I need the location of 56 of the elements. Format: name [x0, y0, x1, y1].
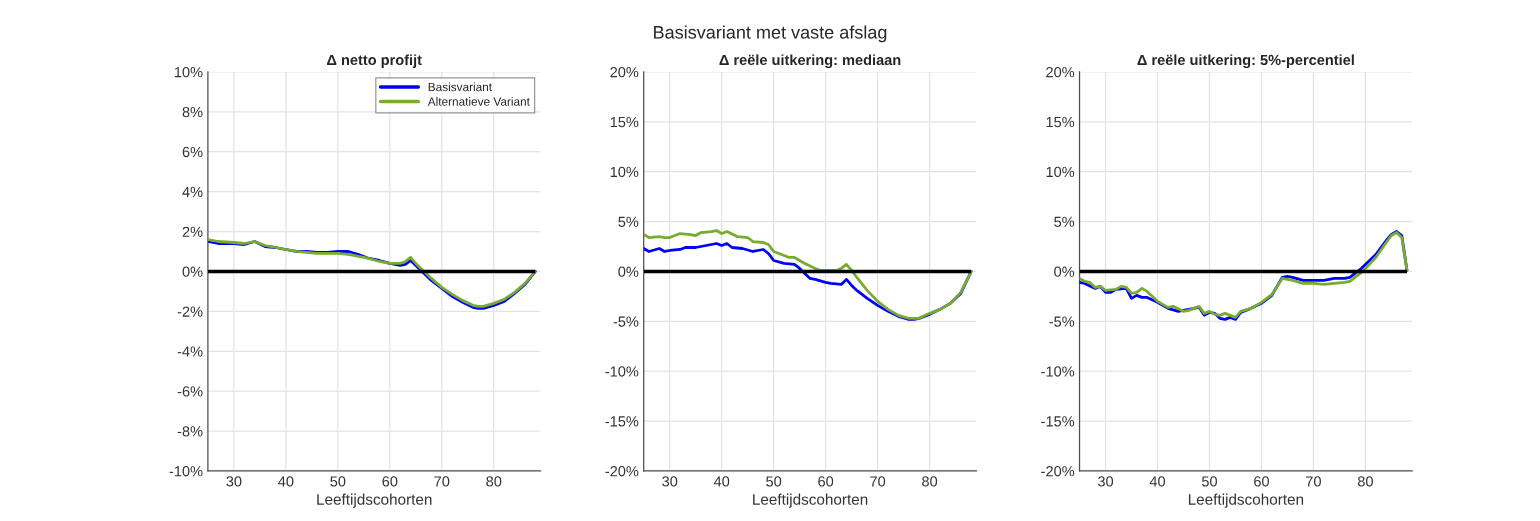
y-tick-label: 6% — [182, 146, 203, 158]
y-tick-label: 5% — [618, 216, 639, 227]
y-tick-label: -5% — [613, 316, 639, 327]
chart-title: Δ netto profijt — [327, 54, 422, 68]
y-tick-label: 0% — [1054, 266, 1075, 277]
x-tick-label: 40 — [278, 476, 294, 487]
legend-label: Basisvariant — [428, 82, 492, 92]
y-tick-label: 10% — [610, 166, 639, 178]
x-tick-label: 60 — [1254, 476, 1269, 487]
y-tick-label: 2% — [182, 226, 203, 237]
x-tick-label: 30 — [1097, 476, 1114, 487]
x-axis-title: Leeftijdscohorten — [753, 493, 868, 508]
x-axis-title: Leeftijdscohorten — [317, 493, 432, 508]
x-tick-label: 70 — [434, 476, 450, 487]
y-tick-label: 4% — [182, 186, 203, 197]
y-tick-label: -10% — [605, 366, 639, 377]
y-tick-label: -15% — [1041, 416, 1075, 427]
y-tick-label: -5% — [1049, 316, 1075, 327]
y-tick-label: 20% — [1046, 67, 1075, 78]
y-tick-label: -10% — [1041, 366, 1075, 377]
x-tick-label: 50 — [330, 476, 346, 487]
x-tick-label: 50 — [766, 476, 782, 487]
x-tick-label: 80 — [1357, 476, 1373, 487]
x-tick-label: 80 — [922, 476, 938, 487]
x-tick-label: 70 — [870, 476, 886, 487]
y-tick-label: -20% — [605, 466, 639, 477]
y-tick-label: -2% — [177, 306, 203, 317]
y-tick-label: 10% — [1046, 166, 1075, 178]
y-tick-label: -15% — [605, 416, 639, 427]
x-tick-label: 30 — [662, 476, 678, 487]
y-tick-label: 8% — [182, 106, 203, 118]
x-tick-label: 60 — [818, 476, 834, 487]
y-tick-label: -10% — [169, 466, 203, 477]
chart-title: Δ reële uitkering: mediaan — [719, 54, 901, 69]
x-tick-label: 80 — [486, 476, 502, 487]
y-tick-label: 10% — [174, 67, 203, 78]
y-tick-label: 15% — [1046, 116, 1075, 128]
chart-title: Δ reële uitkering: 5%-percentiel — [1137, 54, 1354, 69]
y-tick-label: -8% — [177, 426, 203, 437]
x-tick-label: 50 — [1201, 476, 1218, 487]
x-tick-label: 30 — [226, 476, 242, 487]
y-tick-label: -6% — [177, 386, 203, 397]
x-axis-title: Leeftijdscohorten — [1188, 493, 1304, 508]
y-tick-label: 5% — [1054, 216, 1075, 227]
y-tick-label: 20% — [610, 67, 639, 78]
y-tick-label: 0% — [618, 266, 639, 277]
x-tick-label: 40 — [713, 476, 730, 487]
text: Basisvariant met vaste afslag — [654, 25, 887, 43]
y-tick-label: -20% — [1041, 466, 1075, 477]
y-tick-label: -4% — [177, 346, 203, 357]
x-tick-label: 40 — [1149, 476, 1166, 487]
legend-label: Alternatieve Variant — [427, 97, 530, 106]
x-tick-label: 70 — [1306, 476, 1321, 487]
y-tick-label: 15% — [610, 116, 639, 128]
y-tick-label: 0% — [182, 266, 203, 277]
x-tick-label: 60 — [382, 476, 398, 487]
